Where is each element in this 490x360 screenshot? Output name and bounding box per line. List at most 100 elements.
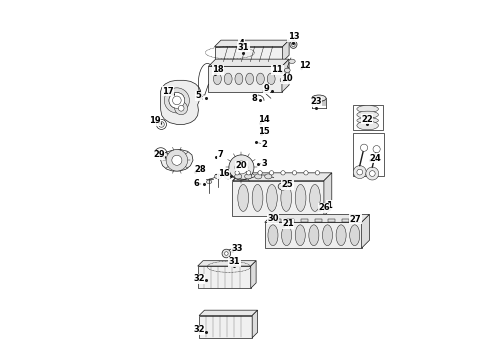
Polygon shape — [197, 261, 256, 266]
Circle shape — [235, 171, 239, 175]
Ellipse shape — [357, 118, 378, 123]
Text: 17: 17 — [162, 86, 174, 95]
Text: 32: 32 — [193, 325, 205, 334]
Text: 4: 4 — [239, 39, 245, 48]
Circle shape — [353, 166, 366, 179]
Text: 12: 12 — [299, 61, 311, 70]
Circle shape — [281, 171, 285, 175]
Text: 10: 10 — [281, 75, 293, 84]
Text: 6: 6 — [194, 179, 199, 188]
Text: 9: 9 — [264, 84, 270, 93]
Polygon shape — [353, 105, 383, 130]
Ellipse shape — [278, 183, 287, 190]
Polygon shape — [215, 46, 283, 62]
Circle shape — [304, 171, 308, 175]
Ellipse shape — [295, 225, 305, 246]
Ellipse shape — [224, 73, 232, 85]
Circle shape — [369, 171, 375, 176]
Ellipse shape — [216, 175, 221, 178]
Text: 18: 18 — [212, 65, 224, 74]
Circle shape — [270, 171, 274, 175]
Ellipse shape — [206, 180, 212, 184]
Ellipse shape — [252, 184, 263, 211]
Text: 21: 21 — [282, 219, 294, 228]
Ellipse shape — [282, 225, 292, 246]
Circle shape — [178, 105, 184, 111]
Ellipse shape — [310, 184, 320, 211]
Circle shape — [235, 161, 248, 174]
Text: 24: 24 — [369, 154, 381, 163]
Ellipse shape — [357, 121, 378, 130]
Ellipse shape — [224, 174, 232, 179]
Polygon shape — [197, 266, 251, 288]
Circle shape — [169, 93, 185, 108]
Polygon shape — [287, 219, 294, 222]
Polygon shape — [208, 66, 282, 92]
Text: 8: 8 — [252, 94, 258, 103]
Text: 3: 3 — [262, 159, 268, 168]
Ellipse shape — [280, 78, 286, 82]
Polygon shape — [160, 80, 201, 125]
Circle shape — [169, 93, 185, 108]
Text: 25: 25 — [281, 180, 293, 189]
Polygon shape — [265, 215, 369, 222]
Circle shape — [229, 155, 254, 180]
Text: 31: 31 — [228, 257, 240, 266]
Ellipse shape — [290, 41, 297, 48]
Ellipse shape — [235, 174, 242, 179]
Circle shape — [246, 171, 251, 175]
Polygon shape — [353, 133, 384, 176]
Polygon shape — [282, 59, 289, 92]
Text: 16: 16 — [218, 169, 229, 178]
Circle shape — [258, 171, 262, 175]
Text: 20: 20 — [236, 161, 247, 170]
Circle shape — [175, 102, 188, 115]
Polygon shape — [208, 59, 289, 66]
Circle shape — [172, 96, 181, 105]
Polygon shape — [362, 215, 369, 248]
Text: 19: 19 — [149, 116, 160, 125]
Ellipse shape — [215, 174, 221, 179]
Text: 31: 31 — [237, 43, 249, 52]
Ellipse shape — [295, 184, 306, 211]
Text: 32: 32 — [193, 274, 205, 283]
Text: 2: 2 — [262, 140, 268, 149]
Text: 15: 15 — [258, 127, 270, 136]
Circle shape — [315, 171, 319, 175]
Ellipse shape — [245, 174, 252, 179]
Ellipse shape — [281, 184, 292, 211]
Text: 1: 1 — [326, 201, 332, 210]
Ellipse shape — [357, 105, 378, 113]
Polygon shape — [232, 173, 332, 181]
Ellipse shape — [336, 225, 346, 246]
Ellipse shape — [265, 174, 272, 179]
Ellipse shape — [255, 174, 262, 179]
Circle shape — [166, 149, 188, 171]
Ellipse shape — [322, 225, 333, 246]
Ellipse shape — [268, 225, 278, 246]
Circle shape — [366, 167, 379, 180]
Text: 5: 5 — [196, 91, 201, 100]
Polygon shape — [161, 149, 193, 171]
Circle shape — [172, 155, 182, 165]
Text: 30: 30 — [267, 214, 279, 223]
Polygon shape — [199, 316, 252, 338]
Polygon shape — [283, 40, 289, 62]
Polygon shape — [265, 222, 362, 248]
Text: 13: 13 — [288, 32, 299, 41]
Polygon shape — [301, 219, 308, 222]
Polygon shape — [199, 310, 258, 316]
Ellipse shape — [357, 111, 378, 118]
Text: 27: 27 — [350, 215, 361, 224]
Text: 26: 26 — [318, 203, 330, 212]
Ellipse shape — [214, 73, 221, 85]
Ellipse shape — [156, 120, 167, 130]
Polygon shape — [342, 219, 349, 222]
Ellipse shape — [289, 59, 295, 63]
Text: 28: 28 — [195, 166, 206, 175]
Text: 29: 29 — [153, 150, 165, 159]
Ellipse shape — [312, 95, 326, 102]
Ellipse shape — [238, 184, 248, 211]
Ellipse shape — [309, 225, 319, 246]
Ellipse shape — [245, 73, 254, 85]
